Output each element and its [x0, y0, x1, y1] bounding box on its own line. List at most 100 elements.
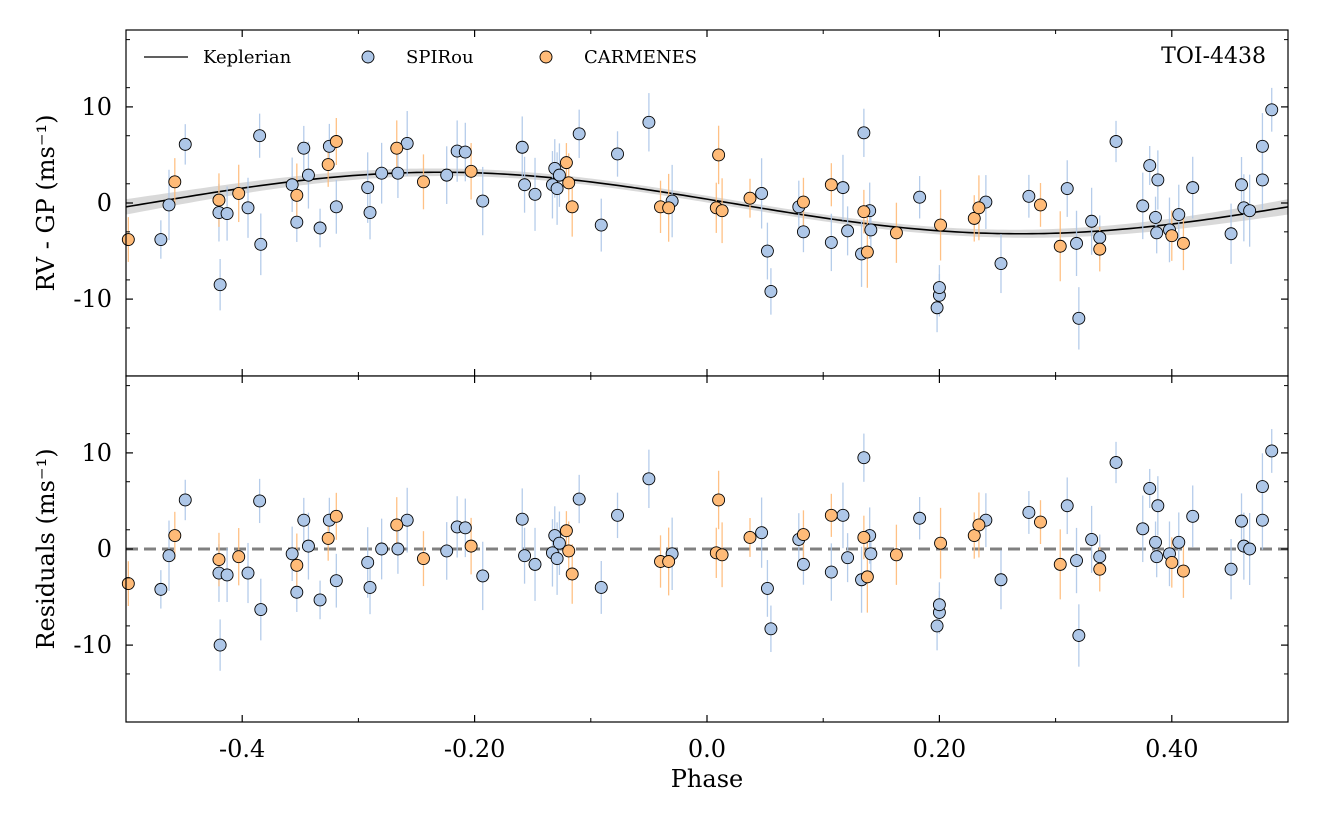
legend: Keplerian SPIRou CARMENES [144, 47, 697, 68]
top-model-curve [125, 171, 1289, 235]
bottom-point-carmenes [715, 548, 729, 562]
bottom-point-carmenes [972, 518, 986, 532]
top-point-carmenes [824, 178, 838, 192]
bottom-point-spirou [1255, 513, 1269, 527]
bottom-point-spirou [391, 542, 405, 556]
top-point-carmenes [321, 158, 335, 172]
top-point-spirou [400, 136, 414, 150]
top-point-spirou [1150, 226, 1164, 240]
bottom-point-carmenes [1176, 564, 1190, 578]
bottom-point-spirou [824, 565, 838, 579]
top-point-spirou [391, 166, 405, 180]
bottom-point-carmenes [417, 552, 430, 566]
bottom-point-spirou [1093, 550, 1107, 564]
bottom-point-spirou [1255, 480, 1269, 493]
top-point-spirou [162, 198, 176, 212]
top-point-spirou [154, 233, 168, 246]
top-point-spirou [1060, 182, 1074, 196]
top-point-spirou [796, 225, 810, 239]
bottom-point-spirou [857, 451, 871, 465]
bottom-point-carmenes [796, 528, 810, 542]
top-point-carmenes [967, 211, 981, 225]
bottom-point-spirou [1143, 482, 1157, 495]
x-tick-label: -0.20 [444, 735, 506, 763]
top-ylabel: RV - GP (ms⁻¹) [32, 115, 60, 292]
top-point-carmenes [390, 141, 404, 155]
top-point-carmenes [290, 188, 304, 202]
top-point-spirou [1172, 208, 1186, 221]
bottom-point-carmenes [1165, 556, 1179, 569]
bottom-point-spirou [1243, 542, 1257, 556]
top-point-carmenes [232, 186, 246, 200]
bottom-point-spirou [213, 638, 227, 652]
top-point-spirou [824, 235, 838, 249]
bottom-point-spirou [1136, 522, 1150, 536]
top-point-spirou [363, 206, 377, 220]
top-point-spirou [361, 181, 375, 195]
bottom-point-spirou [528, 557, 542, 571]
bottom-point-spirou [1224, 562, 1238, 576]
top-point-spirou [220, 207, 234, 221]
top-point-spirou [476, 194, 490, 208]
top-point-carmenes [743, 191, 757, 205]
top-point-spirou [932, 281, 946, 295]
bottom-point-spirou [476, 569, 490, 583]
top-point-spirou [1136, 199, 1150, 213]
bottom-point-carmenes [390, 518, 404, 532]
top-point-spirou [913, 190, 927, 204]
top-point-carmenes [1176, 236, 1190, 250]
top-point-carmenes [1034, 198, 1047, 212]
top-point-spirou [518, 178, 532, 192]
top-point-spirou [290, 215, 304, 229]
x-tick-labels: -0.4 -0.20 0.0 0.20 0.40 [219, 735, 1198, 763]
top-point-carmenes [464, 164, 478, 178]
legend-label-spirou: SPIRou [406, 47, 474, 68]
bottom-frame [125, 375, 1289, 723]
x-axis-label: Phase [671, 765, 743, 793]
top-ytick-label: 0 [97, 189, 112, 217]
bottom-point-spirou [994, 573, 1008, 587]
bottom-point-spirou [764, 622, 778, 636]
bottom-point-carmenes [168, 529, 182, 542]
top-point-spirou [994, 257, 1008, 270]
top-point-spirou [1143, 159, 1157, 172]
top-point-carmenes [329, 135, 343, 148]
top-point-carmenes [712, 148, 726, 162]
bottom-point-spirou [1022, 506, 1036, 519]
top-point-spirou [1070, 236, 1083, 250]
bottom-point-spirou [363, 580, 377, 594]
bottom-point-spirou [254, 603, 268, 616]
top-point-spirou [755, 186, 769, 200]
top-point-spirou [642, 115, 656, 129]
top-point-spirou [864, 223, 878, 237]
bottom-point-spirou [864, 547, 878, 561]
bottom-point-spirou [301, 539, 315, 553]
bottom-point-spirou [285, 547, 299, 561]
top-point-spirou [930, 301, 944, 315]
top-point-spirou [253, 129, 267, 143]
bottom-point-carmenes [464, 539, 478, 553]
bottom-point-spirou [642, 472, 656, 486]
top-point-carmenes [1093, 242, 1107, 256]
top-point-carmenes [662, 201, 676, 215]
top-point-spirou [1243, 204, 1257, 218]
bottom-point-spirou [1070, 554, 1083, 567]
bottom-point-spirou [518, 549, 532, 563]
bottom-point-carmenes [889, 548, 903, 562]
top-point-carmenes [860, 245, 874, 259]
x-tick-label: 0.40 [1145, 735, 1198, 763]
top-point-spirou [572, 127, 586, 141]
bottom-point-carmenes [743, 531, 757, 544]
bottom-point-carmenes [662, 555, 676, 568]
top-point-spirou [297, 141, 311, 155]
bottom-panel: -10 0 10 Residuals (ms⁻¹) Phase -0.4 -0.20 0… [32, 375, 1289, 793]
bottom-point-spirou [841, 551, 855, 565]
bottom-ytick-label: -10 [73, 631, 112, 659]
top-point-spirou [329, 200, 343, 214]
bottom-point-spirou [154, 582, 168, 596]
bottom-point-spirou [594, 580, 608, 594]
bottom-point-spirou [329, 574, 343, 588]
top-point-spirou [440, 168, 454, 182]
bottom-point-spirou [313, 593, 327, 607]
